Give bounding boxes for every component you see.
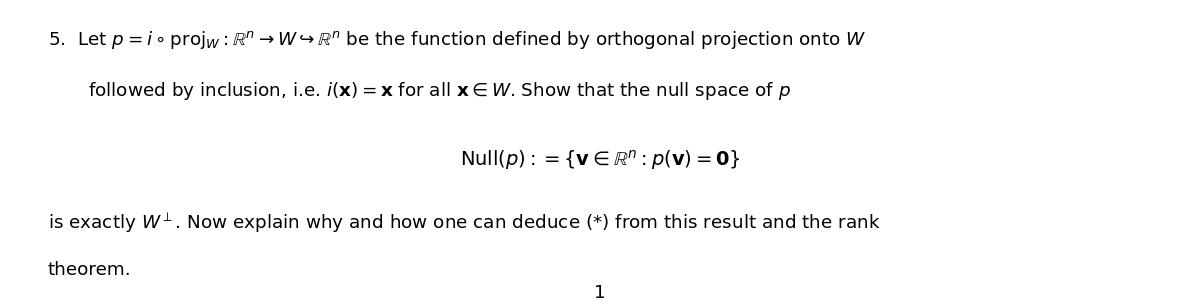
Text: 5.  Let $p = i \circ \mathrm{proj}_W : \mathbb{R}^n \to W \hookrightarrow \mathb: 5. Let $p = i \circ \mathrm{proj}_W : \m… bbox=[48, 29, 866, 51]
Text: followed by inclusion, i.e. $i(\mathbf{x}) = \mathbf{x}$ for all $\mathbf{x} \in: followed by inclusion, i.e. $i(\mathbf{x… bbox=[88, 81, 791, 102]
Text: 1: 1 bbox=[594, 284, 606, 302]
Text: theorem.: theorem. bbox=[48, 261, 132, 279]
Text: is exactly $W^\perp$. Now explain why and how one can deduce $(*)$ from this res: is exactly $W^\perp$. Now explain why an… bbox=[48, 211, 881, 235]
Text: $\mathrm{Null}(p) := \{\mathbf{v} \in \mathbb{R}^n : p(\mathbf{v}) = \mathbf{0}\: $\mathrm{Null}(p) := \{\mathbf{v} \in \m… bbox=[460, 148, 740, 172]
